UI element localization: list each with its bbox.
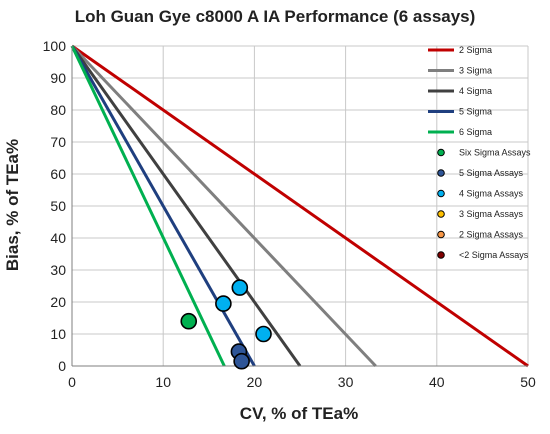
legend-label: Six Sigma Assays	[459, 148, 531, 158]
legend-marker	[437, 230, 445, 239]
assay-point	[231, 279, 249, 296]
y-tick-label: 20	[50, 294, 66, 310]
sigma-line	[71, 44, 529, 368]
axes: 0 10 20 30 40 50 0 10 20 30 40 50 60 70 80 90 100	[43, 38, 536, 390]
y-axis-title: Bias, % of TEa%	[3, 139, 22, 271]
y-tick-label: 0	[58, 358, 66, 374]
legend-marker	[437, 169, 445, 177]
legend-label: <2 Sigma Assays	[459, 250, 529, 260]
y-tick-label: 10	[50, 326, 66, 342]
x-tick-label: 50	[520, 374, 536, 390]
assay-point	[180, 312, 198, 330]
assay-point	[215, 295, 232, 312]
legend-label: 3 Sigma	[459, 66, 492, 76]
legend: 2 Sigma 3 Sigma 4 Sigma 5 Sigma 6 Sigma Six S…	[428, 45, 531, 260]
legend-label: 4 Sigma	[459, 86, 492, 96]
legend-marker	[437, 210, 445, 218]
legend-marker	[437, 251, 445, 259]
legend-label: 3 Sigma Assays	[459, 209, 524, 219]
y-tick-label: 70	[50, 134, 66, 150]
x-tick-label: 0	[68, 374, 76, 390]
sigma-lines	[70, 44, 529, 368]
assay-point	[233, 352, 250, 370]
legend-label: 4 Sigma Assays	[459, 189, 524, 199]
assay-points	[180, 279, 272, 370]
y-tick-label: 40	[50, 230, 66, 246]
legend-label: 6 Sigma	[459, 127, 492, 137]
sigma-line	[70, 44, 377, 368]
sigma-line	[70, 45, 302, 367]
legend-label: 2 Sigma Assays	[459, 230, 524, 240]
x-tick-label: 40	[429, 374, 445, 390]
y-tick-label: 90	[50, 70, 66, 86]
x-tick-label: 20	[247, 374, 263, 390]
y-tick-label: 30	[50, 262, 66, 278]
legend-label: 2 Sigma	[459, 45, 492, 55]
legend-marker	[437, 189, 445, 198]
y-tick-label: 60	[50, 166, 66, 182]
x-tick-label: 30	[338, 374, 354, 390]
y-tick-label: 100	[43, 38, 67, 54]
y-tick-label: 80	[50, 102, 66, 118]
y-tick-label: 50	[50, 198, 66, 214]
chart-title: Loh Guan Gye c8000 A IA Performance (6 a…	[75, 7, 476, 26]
legend-marker	[437, 148, 445, 157]
sigma-line	[70, 45, 226, 367]
legend-label: 5 Sigma	[459, 107, 492, 117]
sigma-line	[70, 45, 256, 367]
assay-point	[255, 325, 272, 343]
legend-label: 5 Sigma Assays	[459, 168, 524, 178]
x-axis-title: CV, % of TEa%	[240, 404, 358, 423]
x-tick-label: 10	[155, 374, 171, 390]
